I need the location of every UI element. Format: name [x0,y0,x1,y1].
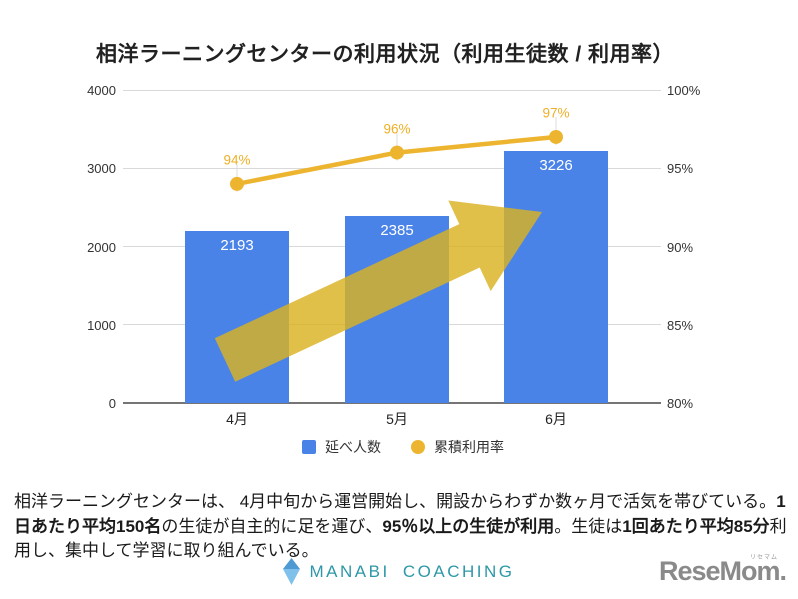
rate-point [549,129,563,144]
y-axis-tick-right: 100% [667,83,701,98]
rate-point [390,145,404,160]
y-axis-tick-right: 90% [667,239,694,255]
description-text: の生徒が自主的に足を運び、 [161,516,383,536]
brand-footer: MANABI COACHING [0,558,798,585]
x-axis-label-4月: 4月 [226,411,248,427]
resemom-watermark: リセマム ReseMom. [658,555,787,587]
x-axis-label-5月: 5月 [386,411,408,427]
watermark-furigana: リセマム [749,555,778,561]
article-description: 相洋ラーニングセンターは、 4月中旬から運営開始し、開設からわずか数ヶ月で活気を… [14,490,790,564]
y-axis-tick-right: 80% [667,396,694,411]
chart-legend: 延べ人数 累積利用率 [0,437,798,457]
legend-item-延べ人数: 延べ人数 [302,437,381,457]
y-axis-tick-right: 95% [667,161,694,177]
rate-value-label: 94% [223,152,251,168]
bar-4月 [185,231,289,403]
rate-value-label: 96% [383,121,411,137]
y-axis-tick-left: 1000 [87,317,116,333]
chart-title: 相洋ラーニングセンターの利用状況（利用生徒数 / 利用率） [95,43,674,66]
description-bold-text: 95％以上の生徒が利用 [382,516,555,536]
gridline [123,89,661,91]
bar-value-label: 2193 [220,237,254,255]
y-axis-tick-left: 4000 [87,83,116,98]
y-axis-tick-left: 3000 [87,161,116,177]
description-bold-text: 1回あたり平均85分 [622,516,770,536]
brand-name: MANABI COACHING [309,561,515,581]
description-text: 。生徒は [554,516,623,536]
x-axis-line [123,402,661,404]
rate-point [230,176,244,191]
x-axis-label-6月: 6月 [545,411,567,427]
watermark-logo-text: ReseMom. [658,556,787,586]
rate-value-label: 97% [542,105,570,121]
description-text: 相洋ラーニングセンターは、 4月中旬から運営開始し、開設からわずか数ヶ月で活気を… [14,492,777,511]
bar-6月 [504,150,608,403]
legend-item-累積利用率: 累積利用率 [411,437,504,457]
y-axis-tick-left: 2000 [87,239,116,255]
bar-5月 [345,216,449,403]
description-bold-text: 1日あたり平均150名 [14,492,786,536]
manabi-diamond-icon [283,558,301,585]
y-axis-tick-left: 0 [108,396,116,411]
circle-swatch-icon [411,440,425,454]
description-text: 利用し、集中して学習に取り組んでいる。 [14,516,787,561]
y-axis-tick-right: 85% [667,317,694,333]
bar-value-label: 3226 [539,156,573,174]
square-swatch-icon [302,440,316,454]
bar-value-label: 2385 [380,222,414,240]
legend-label: 累積利用率 [434,439,504,455]
legend-label: 延べ人数 [325,439,381,455]
